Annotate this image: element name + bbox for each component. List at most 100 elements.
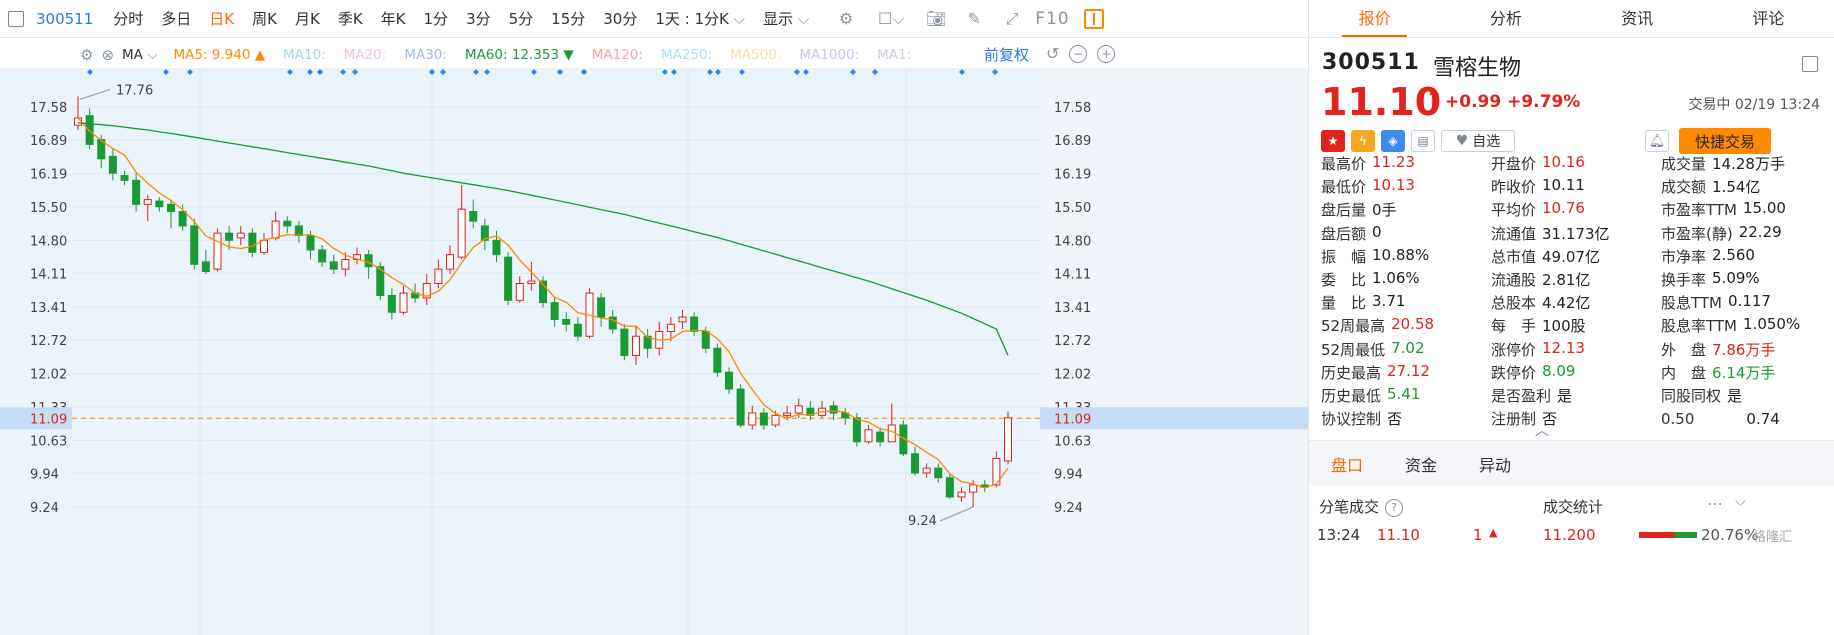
period-tab[interactable]: 3分 — [466, 10, 491, 28]
candle-body — [213, 232, 222, 270]
side-panel-icon[interactable] — [1083, 8, 1104, 29]
candle-body — [934, 467, 943, 479]
stat-value: 否 — [1542, 410, 1558, 429]
camera-icon[interactable]: 📷︎ — [926, 9, 947, 28]
price-tag-right — [1040, 407, 1308, 430]
stat-value: 5.41 — [1387, 384, 1421, 403]
tag-icon[interactable]: ◈ — [1381, 130, 1405, 152]
candle-body — [701, 330, 710, 349]
period-tabs: 分时 多日 日K 周K 月K 季K 年K 1分 3分 5分 15分 30分 — [113, 8, 655, 29]
price-tag-left-text: 11.09 — [30, 412, 67, 427]
ma-legend-item[interactable]: MA30: — [404, 47, 447, 63]
y-tick-left: 13.41 — [30, 301, 67, 316]
stat-cell: 最低价 10.13 — [1321, 176, 1491, 197]
period-tab[interactable]: 5分 — [508, 10, 534, 28]
stat-cell: 同股同权是 — [1661, 385, 1831, 406]
stat-price: 11.200 — [1543, 526, 1596, 544]
ma-legend-item[interactable]: MA1: — [877, 47, 912, 63]
stats-title: 成交统计 — [1543, 498, 1604, 516]
tick-time: 13:24 — [1317, 526, 1361, 544]
panel-tab[interactable]: 评论 — [1752, 9, 1785, 28]
zoom-out-icon[interactable]: − — [1069, 44, 1088, 63]
stat-label: 涨停价 — [1491, 340, 1537, 359]
chevron-up-icon[interactable]: ︿ — [1535, 423, 1549, 439]
chevron-down-icon[interactable]: ⌵ — [1735, 494, 1746, 510]
undo-icon[interactable]: ↺ — [1046, 44, 1060, 63]
ma-legend-item[interactable]: MA250: — [660, 47, 713, 63]
period-tab[interactable]: 月K — [294, 10, 320, 28]
ma-legend-item[interactable]: MA120: — [591, 47, 643, 63]
period-tab[interactable]: 季K — [337, 10, 363, 28]
stats-row: 最低价 10.13 昨收价 10.11 成交额 1.54亿 — [1321, 175, 1831, 198]
candle-body — [457, 208, 466, 258]
period-tab[interactable]: 分时 — [113, 10, 144, 28]
low-annotation-line — [939, 506, 974, 522]
panel-tab[interactable]: 分析 — [1489, 9, 1522, 28]
period-tab[interactable]: 15分 — [551, 10, 586, 28]
settings-gear-icon[interactable]: ⚙ — [80, 46, 94, 64]
period-tab[interactable]: 日K — [209, 10, 235, 28]
sidebar-toggle-icon[interactable] — [8, 10, 24, 27]
y-tick-left: 16.89 — [30, 134, 67, 149]
price-tag-right-text: 11.09 — [1054, 412, 1091, 427]
y-tick-left: 12.02 — [30, 368, 67, 383]
candle-body — [643, 335, 652, 349]
period-tab[interactable]: 年K — [380, 10, 406, 28]
panel-tab[interactable]: 资讯 — [1621, 9, 1654, 28]
candle-body — [201, 261, 210, 273]
ma-legend-item[interactable]: MA1000: — [799, 47, 860, 63]
period-tab[interactable]: 周K — [252, 10, 277, 28]
more-options-icon[interactable]: ⋯ — [1707, 494, 1723, 513]
help-icon[interactable]: ? — [1385, 498, 1404, 517]
price-tag-left — [0, 407, 72, 430]
expand-panel-icon[interactable] — [1802, 56, 1818, 72]
stat-label: 最高价 — [1321, 155, 1367, 174]
candle-body — [527, 280, 536, 284]
candle-body — [911, 453, 919, 474]
stats-row: 历史最高 27.12 跌停价 8.09 内 盘 6.14万手 — [1321, 361, 1831, 384]
ma-legend-item[interactable]: MA60: 12.353 ▼ — [464, 47, 574, 63]
ma-legend-item[interactable]: MA10: — [283, 47, 326, 63]
event-marker-icon — [581, 69, 587, 75]
stats-row: 振 幅 10.88% 总市值 49.07亿 市净率 2.560 — [1321, 245, 1831, 268]
add-watchlist-button[interactable]: ♥ 自选 — [1441, 130, 1515, 152]
china-flag-icon[interactable]: ★ — [1321, 130, 1345, 152]
stat-label: 昨收价 — [1491, 178, 1537, 197]
stat-cell: 历史最高 27.12 — [1321, 362, 1491, 383]
panel-tab[interactable]: 报价 — [1309, 0, 1440, 37]
period-tab[interactable]: 1分 — [423, 10, 449, 28]
adjust-price-button[interactable]: 前复权 — [984, 46, 1030, 64]
settings-gear-icon[interactable]: ⚙ — [839, 9, 854, 28]
display-select[interactable]: 显示 ⌵ — [763, 10, 810, 28]
stat-value: 27.12 — [1387, 361, 1430, 380]
period-tab[interactable]: 30分 — [603, 10, 638, 28]
close-circle-icon[interactable]: ⊗ — [101, 46, 115, 64]
stat-cell: 成交量 14.28万手 — [1661, 153, 1831, 174]
sub-tab[interactable]: 盘口 — [1331, 455, 1364, 475]
kline-chart[interactable]: 17.58 17.58 16.89 16.89 16.19 16.19 15.50 15.50… — [0, 68, 1308, 635]
stock-code-label[interactable]: 300511 — [36, 9, 94, 28]
y-tick-right: 10.63 — [1054, 434, 1091, 449]
alert-bell-icon[interactable]: 🔔︎ — [1645, 130, 1669, 152]
fullscreen-icon[interactable]: ⤢ — [1005, 8, 1019, 28]
stat-value: 2.81亿 — [1542, 271, 1591, 290]
sub-tab[interactable]: 异动 — [1479, 455, 1512, 475]
candle-body — [632, 335, 640, 356]
stat-value: 31.173亿 — [1542, 224, 1610, 243]
note-icon[interactable]: ▤ — [1411, 130, 1435, 152]
period-tab[interactable]: 多日 — [161, 10, 192, 28]
zoom-in-icon[interactable]: + — [1097, 44, 1116, 63]
interval-select[interactable]: 1天 : 1分K ⌵ — [655, 10, 746, 28]
draw-pen-icon[interactable]: ✎ — [967, 9, 981, 28]
lightning-icon[interactable]: ϟ — [1351, 130, 1375, 152]
ma-legend-item[interactable]: MA500: — [730, 47, 782, 63]
stat-value: 15.00 — [1743, 199, 1786, 218]
ma-legend-item[interactable]: MA20: — [343, 47, 387, 63]
layout-square-icon[interactable]: ☐⌵ — [877, 8, 905, 28]
stat-pct: 20.76% — [1701, 526, 1759, 544]
ma-legend-item[interactable]: MA5: 9.940 ▲ — [173, 47, 266, 63]
f10-button[interactable]: F10 — [1035, 8, 1070, 29]
quick-trade-button[interactable]: 快捷交易 — [1679, 128, 1771, 154]
sub-tab[interactable]: 资金 — [1405, 455, 1438, 475]
indicator-select[interactable]: MA ⌵ — [122, 47, 158, 63]
